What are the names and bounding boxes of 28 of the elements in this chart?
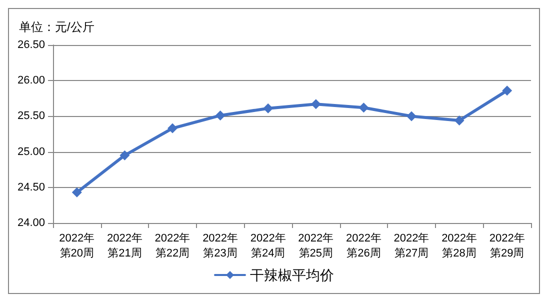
point [120,150,130,160]
point [502,86,512,96]
x-tick-label: 2022年第21周 [106,232,142,260]
y-tick-label: 26.50 [17,39,45,51]
x-tick-label: 2022年第24周 [250,232,286,260]
point [310,99,321,110]
y-tick-label: 24.50 [17,181,45,194]
y-tick-label: 24.00 [17,217,45,229]
point [215,110,226,120]
point [72,187,82,198]
legend-label: 干辣椒平均价 [250,267,334,283]
x-tick-label: 2022年第20周 [59,232,95,260]
x-tick-label: 2022年第26周 [346,232,382,260]
y-tick-label: 25.00 [17,146,45,158]
point [263,103,274,114]
x-tick-label: 2022年第23周 [202,232,238,260]
point [168,123,178,134]
y-axis-title: 单位：元/公斤 [19,20,94,34]
x-tick-label: 2022年第29周 [489,232,525,260]
y-tick-label: 25.50 [17,110,45,122]
x-tick-label: 2022年第25周 [298,232,334,260]
x-tick-label: 2022年第22周 [154,232,190,260]
point [406,111,416,122]
x-tick-label: 2022年第28周 [442,232,478,260]
point [358,102,369,113]
x-tick-label: 2022年第27周 [394,232,430,260]
point [454,115,464,126]
y-tick-label: 26.00 [17,74,45,87]
